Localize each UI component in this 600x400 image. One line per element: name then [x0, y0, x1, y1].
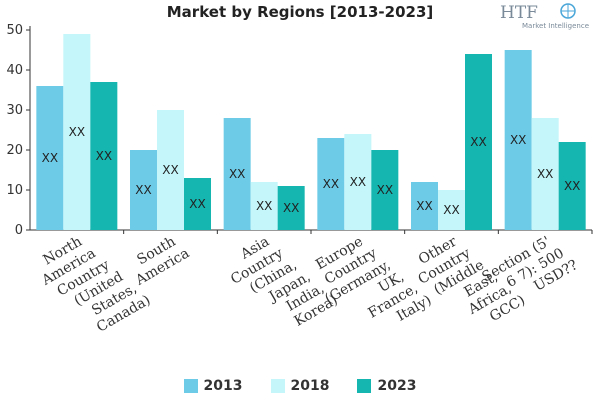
legend-label: 2013 [203, 378, 243, 394]
bar-data-label: XX [416, 199, 432, 213]
bar [344, 134, 372, 230]
y-tick-label: 20 [6, 143, 23, 158]
legend-item: 2018 [270, 378, 330, 394]
bar [371, 150, 399, 230]
bar [157, 110, 184, 230]
legend-item: 2013 [183, 378, 243, 394]
bar [130, 150, 157, 230]
bar-data-label: XX [510, 133, 526, 147]
legend-label: 2023 [377, 378, 417, 394]
chart-title: Market by Regions [2013-2023] [166, 3, 434, 21]
bar [558, 142, 586, 230]
bar-data-label: XX [283, 201, 299, 215]
logo-text: HTF [500, 3, 538, 23]
bar-data-label: XX [69, 125, 85, 139]
htf-logo: HTF Market Intelligence [500, 3, 589, 30]
bar-data-label: XX [162, 163, 178, 177]
logo-subtext: Market Intelligence [522, 22, 589, 30]
y-tick-label: 50 [6, 23, 23, 38]
bar [531, 118, 559, 230]
bar-data-label: XX [96, 149, 112, 163]
bar [277, 186, 305, 230]
bar [465, 54, 492, 230]
bar-data-label: XX [470, 135, 486, 149]
bar-data-label: XX [350, 175, 366, 189]
bar [90, 82, 118, 230]
bar [184, 178, 211, 230]
legend-swatch [357, 379, 372, 393]
bar [438, 190, 465, 230]
bar-data-label: XX [256, 199, 272, 213]
bar-data-label: XX [377, 183, 393, 197]
category-label: AsiaCountry(China,Japan,India,Korea) [220, 219, 341, 347]
legend-item: 2023 [357, 378, 416, 394]
bar-data-label: XX [564, 179, 580, 193]
bar [250, 182, 278, 230]
bar [411, 182, 438, 230]
bar-data-label: XX [537, 167, 553, 181]
bar-data-label: XX [443, 203, 459, 217]
bar [504, 50, 532, 230]
bar [223, 118, 251, 230]
category-label: NorthAmericaCountry(UnitedStates,Canada) [30, 219, 153, 348]
legend: 2013 2018 2023 [0, 378, 600, 394]
legend-swatch [183, 379, 198, 393]
legend-label: 2018 [290, 378, 330, 394]
bar [317, 138, 345, 230]
bar-data-label: XX [135, 183, 151, 197]
y-tick-label: 40 [6, 63, 23, 78]
bar-data-label: XX [229, 167, 245, 181]
bar [63, 34, 91, 230]
category-label: EuropeCountry(Germany,UK,France,Italy) [305, 219, 434, 352]
bar [36, 86, 64, 230]
category-label: SouthAmerica [124, 231, 192, 290]
y-tick-label: 10 [6, 183, 23, 198]
legend-swatch [270, 379, 285, 393]
bar-data-label: XX [189, 197, 205, 211]
bar-data-label: XX [323, 177, 339, 191]
bar-data-label: XX [42, 151, 58, 165]
y-tick-label: 0 [15, 223, 23, 238]
y-tick-label: 30 [6, 103, 23, 118]
category-label: OtherCountry(MiddleEast,Africa,GCC) [407, 219, 528, 347]
